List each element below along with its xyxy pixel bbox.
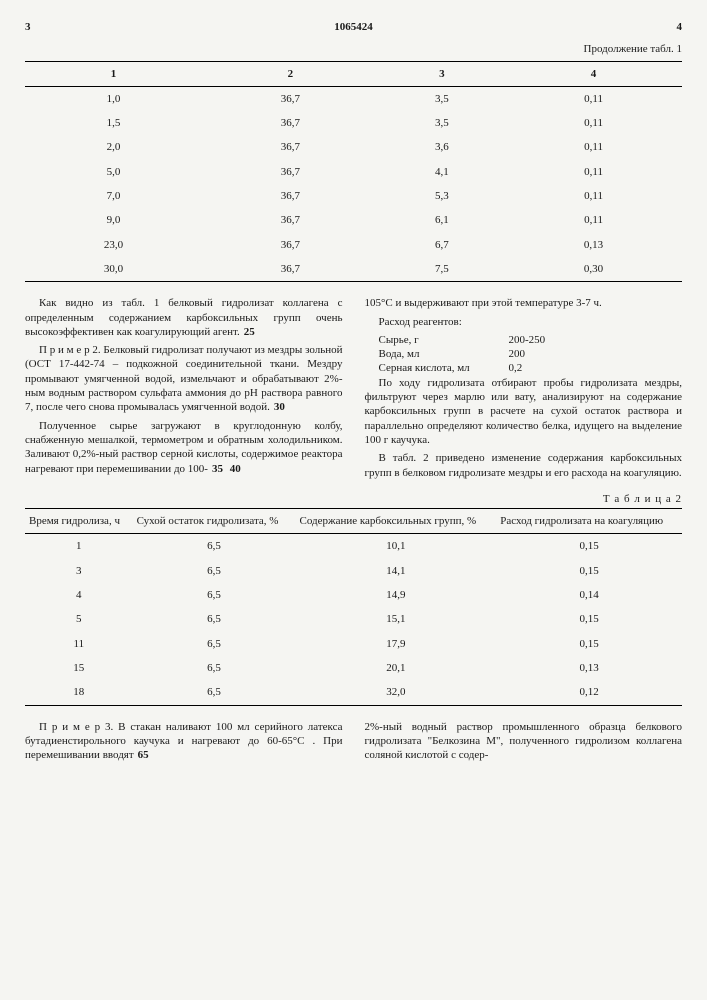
line-number: 35: [212, 463, 223, 475]
continuation-label: Продолжение табл. 1: [25, 42, 682, 56]
table-row: 30,036,77,50,30: [25, 257, 682, 282]
para: 105°С и выдерживают при этой температуре…: [365, 296, 683, 310]
page-col-left: 3: [25, 20, 31, 34]
table-row: 5,036,74,10,11: [25, 160, 682, 184]
table-header: Время гидролиза, ч: [25, 509, 133, 534]
table-row: 23,036,76,70,13: [25, 233, 682, 257]
line-number: 30: [274, 401, 285, 413]
table-1: 1234 1,036,73,50,111,536,73,50,112,036,7…: [25, 61, 682, 283]
page-header: 3 1065424 4: [25, 20, 682, 34]
table-row: 16,510,10,15: [25, 534, 682, 559]
table-header: 3: [379, 61, 505, 86]
body-text-1: Как видно из табл. 1 белковый гидролизат…: [25, 296, 682, 482]
table-2: Время гидролиза, чСухой остаток гидролиз…: [25, 508, 682, 705]
para: Полученное сырье загружают в круглодонну…: [25, 419, 343, 476]
table-header: 2: [202, 61, 379, 86]
body-text-2: П р и м е р 3. В стакан наливают 100 мл …: [25, 720, 682, 767]
para: Как видно из табл. 1 белковый гидролизат…: [25, 296, 343, 339]
table-row: 9,036,76,10,11: [25, 208, 682, 232]
para: П р и м е р 2. Белковый гидролизат получ…: [25, 343, 343, 414]
table-row: 2,036,73,60,11: [25, 135, 682, 159]
table-header: Содержание карбоксильных групп, %: [295, 509, 496, 534]
table-row: 46,514,90,14: [25, 583, 682, 607]
table-row: 1,536,73,50,11: [25, 111, 682, 135]
para: П р и м е р 3. В стакан наливают 100 мл …: [25, 720, 343, 763]
table-header: 4: [505, 61, 682, 86]
line-number: 25: [244, 326, 255, 338]
table-row: 1,036,73,50,11: [25, 86, 682, 111]
table-row: 7,036,75,30,11: [25, 184, 682, 208]
para: В табл. 2 приведено изменение содержания…: [365, 451, 683, 480]
table-header: Расход гидролизата на коагуляцию: [496, 509, 682, 534]
table-row: 36,514,10,15: [25, 559, 682, 583]
table-row: 156,520,10,13: [25, 656, 682, 680]
table-row: 56,515,10,15: [25, 607, 682, 631]
para: 2%-ный водный раствор промышленного обра…: [365, 720, 683, 763]
doc-number: 1065424: [334, 20, 373, 34]
table2-title: Т а б л и ц а 2: [25, 492, 682, 506]
reagents-title: Расход реагентов:: [365, 315, 683, 329]
line-number: 40: [230, 463, 241, 475]
line-number: 65: [138, 749, 149, 761]
table-header: Сухой остаток гидролизата, %: [133, 509, 296, 534]
para: По ходу гидролизата отбирают пробы гидро…: [365, 376, 683, 447]
table-row: 116,517,90,15: [25, 632, 682, 656]
table-header: 1: [25, 61, 202, 86]
page-col-right: 4: [677, 20, 683, 34]
reagents-list: Сырье, г200-250Вода, мл200Серная кислота…: [379, 333, 683, 376]
table-row: 186,532,00,12: [25, 680, 682, 705]
